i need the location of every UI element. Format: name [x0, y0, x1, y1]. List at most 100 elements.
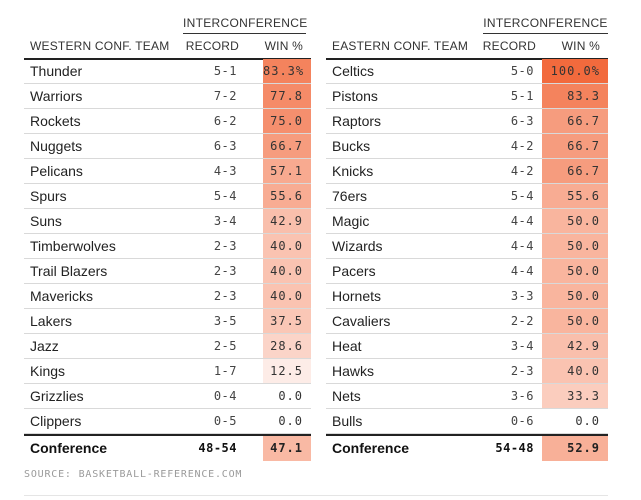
record-value: 3-6: [510, 389, 534, 403]
record-value: 2-3: [510, 364, 534, 378]
team-name: 76ers: [332, 188, 368, 204]
table-row: Clippers 0-5 0.0: [24, 409, 311, 434]
win-pct-cell: 50.0: [542, 209, 608, 233]
team-name: Nuggets: [30, 138, 83, 154]
record-value: 5-0: [510, 64, 534, 78]
table-body: Thunder 5-1 83.3% Warriors 7-2 77.8 Rockets 6-2…: [24, 59, 311, 461]
team-name: Hawks: [332, 363, 375, 379]
win-pct-cell: 40.0: [263, 234, 311, 258]
team-name: Wizards: [332, 238, 383, 254]
table-row: Kings 1-7 12.5: [24, 359, 311, 384]
team-name: Jazz: [30, 338, 59, 354]
table-row: Thunder 5-1 83.3%: [24, 59, 311, 84]
record-value: 3-5: [213, 314, 237, 328]
team-name: Celtics: [332, 63, 375, 79]
table-row: Nuggets 6-3 66.7: [24, 134, 311, 159]
win-pct-cell: 12.5: [263, 359, 311, 383]
table-row: 76ers 5-4 55.6: [326, 184, 608, 209]
table-row: Bulls 0-6 0.0: [326, 409, 608, 434]
record-value: 0-6: [510, 414, 534, 428]
table-row: Knicks 4-2 66.7: [326, 159, 608, 184]
record-column-header: RECORD: [482, 39, 536, 53]
table-row: Lakers 3-5 37.5: [24, 309, 311, 334]
win-pct-cell: 50.0: [542, 234, 608, 258]
record-value: 54-48: [495, 441, 534, 455]
record-value: 4-2: [510, 139, 534, 153]
win-pct-cell: 42.9: [542, 334, 608, 358]
record-value: 6-2: [213, 114, 237, 128]
table-row: Mavericks 2-3 40.0: [24, 284, 311, 309]
record-value: 4-4: [510, 264, 534, 278]
team-name: Thunder: [30, 63, 83, 79]
team-name: Heat: [332, 338, 362, 354]
win-pct-cell: 66.7: [263, 134, 311, 158]
win-pct-cell: 83.3: [542, 84, 608, 108]
team-column-header: EASTERN CONF. TEAM: [332, 39, 469, 53]
source-note: SOURCE: BASKETBALL-REFERENCE.COM: [24, 469, 243, 480]
win-pct-cell: 100.0%: [542, 59, 608, 83]
team-name: Kings: [30, 363, 66, 379]
table-row: Cavaliers 2-2 50.0: [326, 309, 608, 334]
record-value: 3-4: [510, 339, 534, 353]
team-name: Conference: [332, 440, 410, 456]
table-row: Magic 4-4 50.0: [326, 209, 608, 234]
win-pct-cell: 55.6: [542, 184, 608, 208]
record-value: 5-1: [213, 64, 237, 78]
win-pct-cell: 40.0: [263, 259, 311, 283]
team-name: Clippers: [30, 413, 82, 429]
interconference-group-label: INTERCONFERENCE: [483, 14, 608, 34]
table-row: Hornets 3-3 50.0: [326, 284, 608, 309]
win-pct-cell: 75.0: [263, 109, 311, 133]
win-pct-cell: 83.3%: [263, 59, 311, 83]
record-value: 2-3: [213, 239, 237, 253]
win-pct-cell: 0.0: [263, 409, 311, 433]
win-pct-cell: 47.1: [263, 436, 311, 461]
team-name: Cavaliers: [332, 313, 391, 329]
record-column-header: RECORD: [185, 39, 239, 53]
team-name: Pelicans: [30, 163, 83, 179]
team-name: Timberwolves: [30, 238, 116, 254]
win-pct-column-header: WIN %: [561, 39, 600, 53]
table-row: Heat 3-4 42.9: [326, 334, 608, 359]
record-value: 4-2: [510, 164, 534, 178]
record-value: 6-3: [510, 114, 534, 128]
record-value: 4-3: [213, 164, 237, 178]
team-name: Magic: [332, 213, 370, 229]
win-pct-cell: 57.1: [263, 159, 311, 183]
table-body: Celtics 5-0 100.0% Pistons 5-1 83.3 Raptors 6-3…: [326, 59, 608, 461]
win-pct-cell: 52.9: [542, 436, 608, 461]
team-name: Raptors: [332, 113, 382, 129]
table-row: Jazz 2-5 28.6: [24, 334, 311, 359]
table-row: Hawks 2-3 40.0: [326, 359, 608, 384]
record-value: 2-3: [213, 289, 237, 303]
conference-total-row: Conference 54-48 52.9: [326, 434, 608, 461]
table-row: Pistons 5-1 83.3: [326, 84, 608, 109]
team-name: Nets: [332, 388, 361, 404]
team-name: Rockets: [30, 113, 81, 129]
conference-total-row: Conference 48-54 47.1: [24, 434, 311, 461]
team-name: Pacers: [332, 263, 376, 279]
win-pct-cell: 42.9: [263, 209, 311, 233]
team-name: Spurs: [30, 188, 67, 204]
table-row: Rockets 6-2 75.0: [24, 109, 311, 134]
win-pct-cell: 50.0: [542, 259, 608, 283]
team-name: Conference: [30, 440, 108, 456]
win-pct-cell: 77.8: [263, 84, 311, 108]
win-pct-cell: 55.6: [263, 184, 311, 208]
win-pct-cell: 50.0: [542, 309, 608, 333]
team-name: Bulls: [332, 413, 363, 429]
table-row: Warriors 7-2 77.8: [24, 84, 311, 109]
table-row: Trail Blazers 2-3 40.0: [24, 259, 311, 284]
table-row: Pelicans 4-3 57.1: [24, 159, 311, 184]
table-row: Nets 3-6 33.3: [326, 384, 608, 409]
record-value: 0-4: [213, 389, 237, 403]
table-row: Pacers 4-4 50.0: [326, 259, 608, 284]
win-pct-cell: 37.5: [263, 309, 311, 333]
team-name: Knicks: [332, 163, 374, 179]
win-pct-cell: 0.0: [542, 409, 608, 433]
win-pct-cell: 66.7: [542, 109, 608, 133]
record-value: 5-4: [213, 189, 237, 203]
win-pct-cell: 28.6: [263, 334, 311, 358]
win-pct-cell: 66.7: [542, 159, 608, 183]
team-name: Grizzlies: [30, 388, 84, 404]
